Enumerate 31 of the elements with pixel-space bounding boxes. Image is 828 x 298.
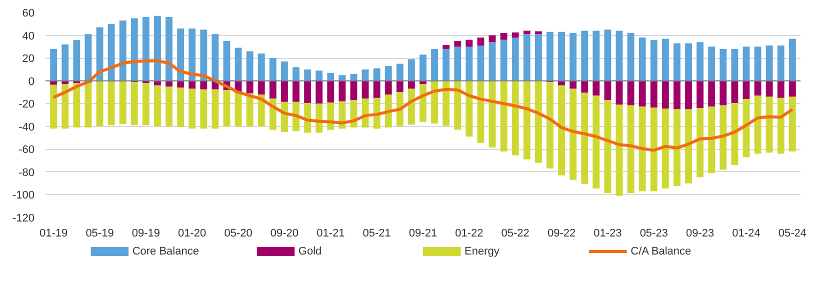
- y-tick-label: 20: [22, 53, 35, 66]
- y-tick-label: -120: [12, 212, 35, 224]
- x-tick-label: 05-21: [362, 228, 391, 240]
- x-tick-label: 05-19: [86, 228, 114, 240]
- x-tick-label: 09-23: [686, 228, 714, 240]
- x-tick-label: 01-19: [40, 228, 68, 240]
- x-tick-label: 05-23: [640, 228, 668, 240]
- x-tick-label: 01-23: [594, 228, 622, 240]
- legend-label: Core Balance: [132, 246, 199, 258]
- x-tick-label: 01-20: [178, 228, 206, 240]
- x-tick-label: 09-20: [270, 228, 299, 240]
- x-tick-label: 09-19: [132, 228, 160, 240]
- legend-label: Gold: [298, 246, 322, 258]
- y-tick-label: -60: [18, 144, 35, 156]
- legend-label: C/A Balance: [630, 246, 692, 258]
- y-tick-label: 60: [22, 8, 35, 20]
- y-tick-label: -40: [18, 121, 35, 134]
- x-tick-label: 05-24: [778, 228, 806, 240]
- y-tick-label: -100: [12, 190, 35, 202]
- x-tick-label: 09-21: [408, 228, 438, 240]
- x-tick-label: 01-21: [316, 228, 345, 240]
- x-tick-label: 01-24: [732, 228, 760, 240]
- y-tick-label: -20: [18, 98, 35, 111]
- x-tick-label: 05-22: [501, 228, 530, 240]
- y-tick-label: -80: [18, 166, 35, 179]
- x-tick-label: 01-22: [455, 228, 484, 240]
- x-tick-label: 05-20: [224, 228, 252, 240]
- y-tick-label: 40: [22, 30, 35, 42]
- y-tick-label: 0: [28, 76, 35, 88]
- x-tick-label: 09-22: [547, 228, 576, 240]
- legend-label: Energy: [464, 246, 500, 258]
